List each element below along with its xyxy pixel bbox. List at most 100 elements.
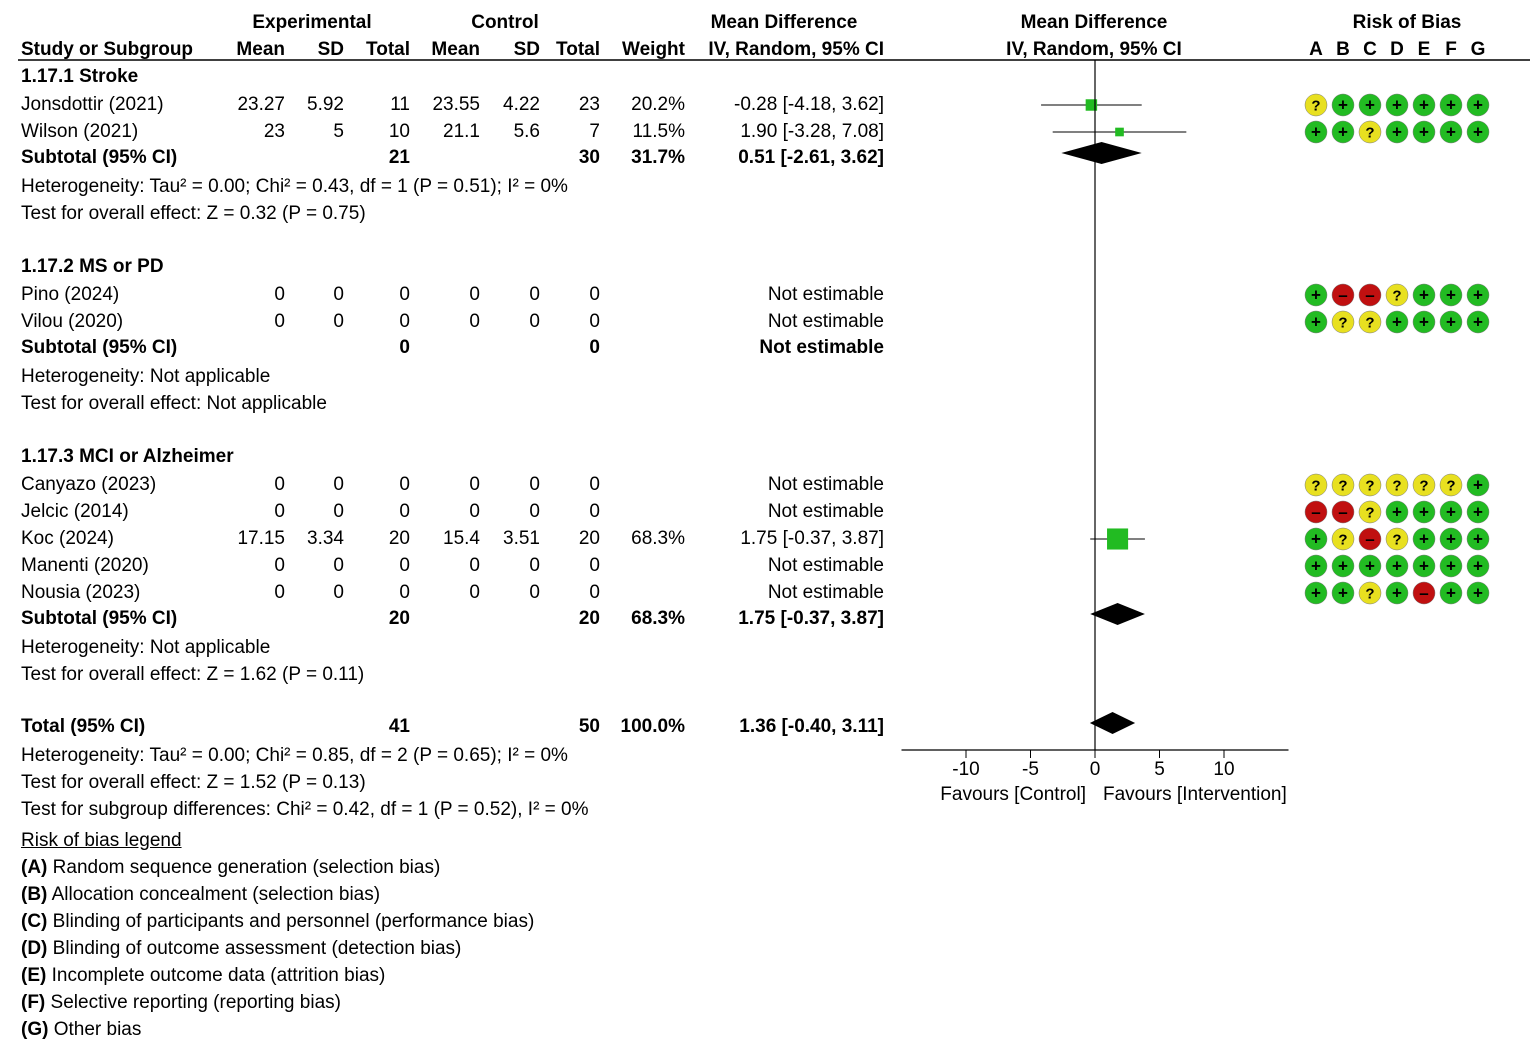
rob-symbol: + <box>1473 286 1483 305</box>
heterogeneity-text: Heterogeneity: Not applicable <box>21 366 271 387</box>
rob-symbol: + <box>1311 584 1321 603</box>
rob-symbol: – <box>1365 286 1374 305</box>
weight-header: Weight <box>622 39 685 60</box>
rob-dot-row-g <box>1466 120 1490 144</box>
rob-letter-g: G <box>1470 39 1486 60</box>
rob-symbol: + <box>1392 557 1402 576</box>
rob-dot-row-f <box>1439 554 1463 578</box>
risk-of-bias-header: Risk of Bias <box>1352 12 1462 33</box>
rob-dot-row-a <box>1304 283 1328 307</box>
study-c-total: 23 <box>578 94 600 115</box>
study-name: Canyazo (2023) <box>21 474 157 495</box>
total-ci-text: 1.36 [-0.40, 3.11] <box>739 716 884 737</box>
rob-symbol: + <box>1473 476 1483 495</box>
x-tick-label: -10 <box>952 759 980 780</box>
subtotal-c-total: 0 <box>589 337 600 358</box>
study-column-header: Study or Subgroup <box>21 39 194 60</box>
subtotal-ci-text: 1.75 [-0.37, 3.87] <box>738 608 884 629</box>
rob-dot-row-b <box>1331 120 1355 144</box>
subgroup-title: 1.17.3 MCI or Alzheimer <box>21 446 234 467</box>
rob-dot-row-a <box>1304 120 1328 144</box>
rob-dot-row-f <box>1439 473 1463 497</box>
rob-dot-row-c <box>1358 310 1382 334</box>
control-total-header: Total <box>556 39 600 60</box>
rob-legend-item: (F) Selective reporting (reporting bias) <box>21 992 341 1014</box>
rob-legend-text: Blinding of participants and personnel (… <box>47 911 535 932</box>
rob-legend-item: (E) Incomplete outcome data (attrition b… <box>21 965 385 987</box>
study-c-sd: 0 <box>529 284 540 305</box>
study-name: Nousia (2023) <box>21 582 141 603</box>
rob-dot-row-d <box>1385 283 1409 307</box>
rob-dot-row-c <box>1358 473 1382 497</box>
rob-dot-row-e <box>1412 120 1436 144</box>
rob-legend-letter: (F) <box>21 992 46 1013</box>
study-ci-text: Not estimable <box>767 582 884 603</box>
rob-symbol: ? <box>1446 478 1455 495</box>
rob-symbol: + <box>1446 286 1456 305</box>
rob-symbol: – <box>1311 503 1320 522</box>
study-ci-text: -0.28 [-4.18, 3.62] <box>734 94 884 115</box>
rob-letter-a: A <box>1309 39 1323 60</box>
summary-diamond <box>1061 142 1142 164</box>
rob-dot-row-g <box>1466 310 1490 334</box>
total-e-total: 41 <box>388 716 410 737</box>
rob-dot-row-g <box>1466 473 1490 497</box>
study-c-mean: 15.4 <box>443 528 480 549</box>
subtotal-weight: 31.7% <box>631 147 685 168</box>
study-e-total: 0 <box>399 582 410 603</box>
study-e-mean: 0 <box>274 582 285 603</box>
overall-effect-text: Test for overall effect: Not applicable <box>21 393 327 414</box>
rob-symbol: ? <box>1365 586 1374 603</box>
study-ci-text: Not estimable <box>767 284 884 305</box>
rob-dot-row-d <box>1385 554 1409 578</box>
study-e-sd: 5 <box>333 121 344 142</box>
total-heterogeneity-text: Heterogeneity: Tau² = 0.00; Chi² = 0.85,… <box>21 745 568 766</box>
study-e-sd: 0 <box>333 311 344 332</box>
rob-symbol: + <box>1446 503 1456 522</box>
subgroup-differences-text: Test for subgroup differences: Chi² = 0.… <box>21 799 589 820</box>
rob-legend-text: Blinding of outcome assessment (detectio… <box>47 938 462 959</box>
x-tick-label: 0 <box>1089 759 1101 780</box>
study-weight: 11.5% <box>632 121 685 142</box>
subtotal-label: Subtotal (95% CI) <box>21 608 178 629</box>
study-e-mean: 17.15 <box>237 528 285 549</box>
method-plot-header: IV, Random, 95% CI <box>1006 39 1182 60</box>
rob-dot-row-e <box>1412 283 1436 307</box>
rob-symbol: + <box>1446 584 1456 603</box>
study-c-total: 20 <box>578 528 600 549</box>
study-ci-text: Not estimable <box>767 474 884 495</box>
rob-symbol: ? <box>1365 315 1374 332</box>
rob-dot-row-e <box>1412 473 1436 497</box>
rob-symbol: + <box>1446 530 1456 549</box>
rob-symbol: ? <box>1365 478 1374 495</box>
mean-difference-header: Mean Difference <box>710 12 858 33</box>
study-e-mean: 0 <box>274 501 285 522</box>
rob-dot-row-d <box>1385 527 1409 551</box>
rob-letter-c: C <box>1363 39 1377 60</box>
rob-dot-row-b <box>1331 500 1355 524</box>
rob-legend-text: Random sequence generation (selection bi… <box>47 857 441 878</box>
heterogeneity-text: Heterogeneity: Tau² = 0.00; Chi² = 0.43,… <box>21 176 568 197</box>
total-c-total: 50 <box>578 716 600 737</box>
study-square <box>1085 99 1098 111</box>
study-e-sd: 5.92 <box>307 94 344 115</box>
rob-letter-f: F <box>1445 39 1457 60</box>
rob-symbol: + <box>1419 286 1429 305</box>
study-c-total: 0 <box>589 474 600 495</box>
study-square <box>1107 528 1129 550</box>
study-c-total: 7 <box>589 121 600 142</box>
study-name: Manenti (2020) <box>21 555 149 576</box>
study-e-mean: 0 <box>274 284 285 305</box>
rob-symbol: ? <box>1392 478 1401 495</box>
rob-dot-row-d <box>1385 473 1409 497</box>
study-c-mean: 21.1 <box>443 121 480 142</box>
rob-dot-row-e <box>1412 500 1436 524</box>
rob-dot-row-g <box>1466 93 1490 117</box>
rob-dot-row-d <box>1385 93 1409 117</box>
rob-symbol: + <box>1473 503 1483 522</box>
study-c-sd: 5.6 <box>513 121 540 142</box>
rob-symbol: – <box>1419 584 1428 603</box>
study-c-sd: 0 <box>529 311 540 332</box>
rob-symbol: + <box>1473 557 1483 576</box>
